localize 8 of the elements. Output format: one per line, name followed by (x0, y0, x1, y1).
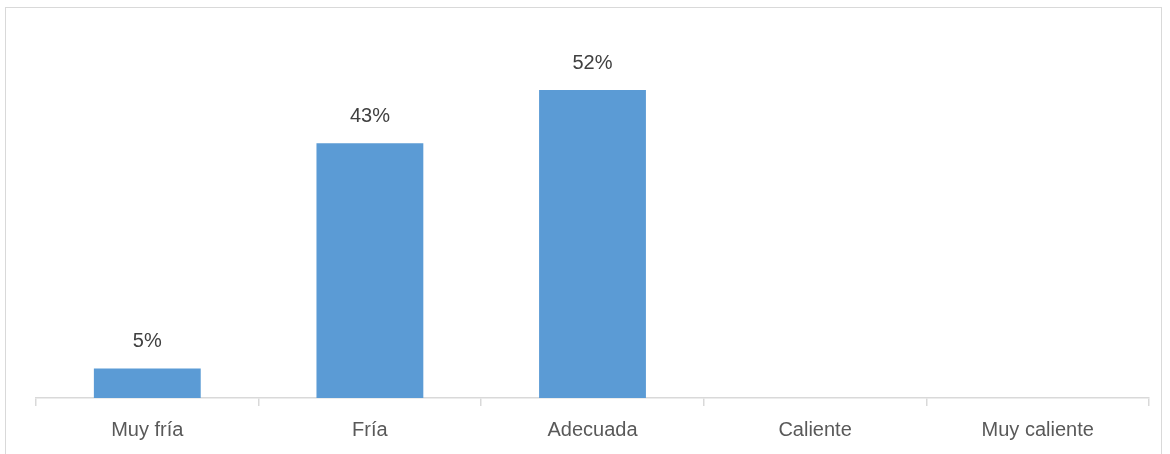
x-tick-label: Muy fría (111, 417, 185, 440)
data-label: 5% (132, 328, 162, 351)
x-tick-label: Muy caliente (981, 417, 1094, 440)
x-tick-label: Fría (352, 417, 389, 440)
x-tick-label: Caliente (778, 417, 852, 440)
x-tick-label: Adecuada (547, 417, 639, 440)
data-label: 43% (349, 103, 391, 126)
data-label: 52% (572, 50, 613, 73)
